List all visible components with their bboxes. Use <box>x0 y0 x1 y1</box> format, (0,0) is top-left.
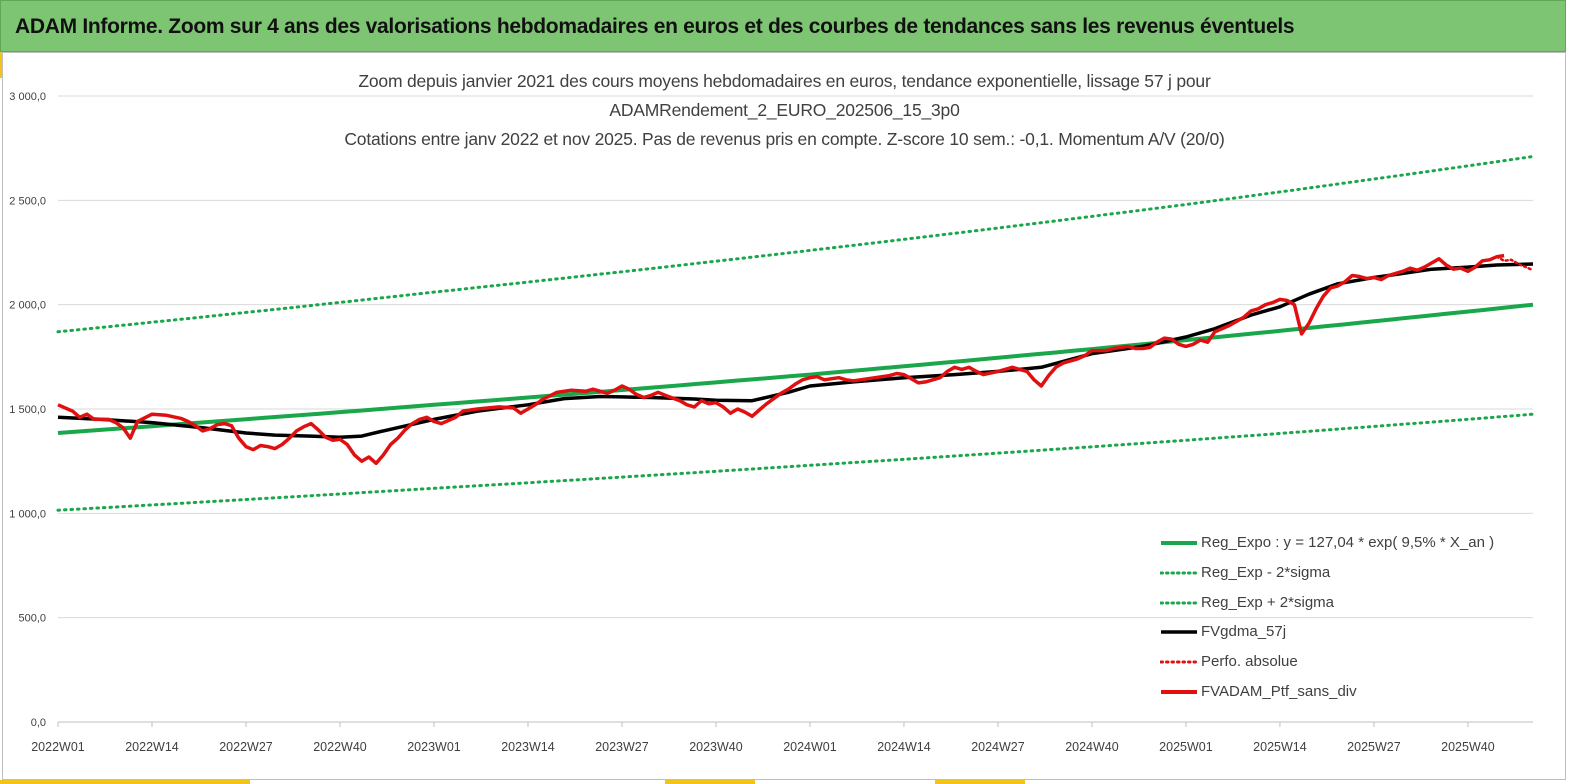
y-tick-label: 3 000,0 <box>9 91 46 103</box>
y-tick-label: 1 500,0 <box>9 404 46 416</box>
y-tick-label: 2 500,0 <box>9 195 46 207</box>
series-perfo-absolue <box>1495 255 1535 272</box>
x-tick-label: 2025W27 <box>1347 740 1401 754</box>
legend-item-fvgdma: FVgdma_57j <box>1160 623 1560 645</box>
series-reg-exp-minus-2sigma <box>56 412 1535 512</box>
accent-bar-bottom-right <box>935 780 1025 784</box>
chart-title-line-1: Zoom depuis janvier 2021 des cours moyen… <box>358 71 1211 91</box>
legend-item-perfo: Perfo. absolue <box>1160 653 1560 675</box>
chart-title-line-3: Cotations entre janv 2022 et nov 2025. P… <box>344 129 1225 149</box>
y-axis-ticks: 0,0 500,0 1 000,0 1 500,0 2 000,0 2 500,0 3 00… <box>9 91 46 729</box>
x-tick-label: 2023W01 <box>407 740 461 754</box>
legend-swatch <box>1160 660 1198 664</box>
accent-bar-bottom-left <box>0 780 250 784</box>
series-reg-expo <box>57 302 1534 435</box>
legend-label: Reg_Exp + 2*sigma <box>1201 593 1334 611</box>
series-reg-exp-plus-2sigma <box>56 155 1535 334</box>
x-tick-label: 2022W27 <box>219 740 273 754</box>
x-tick-label: 2024W14 <box>877 740 931 754</box>
x-axis-ticks: 2022W01 2022W14 2022W27 2022W40 2023W01 2023W… <box>31 722 1495 754</box>
series <box>56 155 1535 512</box>
x-tick-label: 2025W01 <box>1159 740 1213 754</box>
chart-title-line-2: ADAMRendement_2_EURO_202506_15_3p0 <box>609 100 960 120</box>
x-tick-label: 2023W40 <box>689 740 743 754</box>
series-fvgdma-57j <box>57 262 1534 439</box>
legend-swatch <box>1160 571 1198 575</box>
legend-item-sigma_plus: Reg_Exp + 2*sigma <box>1160 594 1560 616</box>
legend-swatch <box>1160 601 1198 605</box>
y-tick-label: 0,0 <box>31 717 46 729</box>
y-tick-label: 2 000,0 <box>9 300 46 312</box>
accent-bar-bottom-mid <box>665 780 755 784</box>
x-tick-label: 2024W40 <box>1065 740 1119 754</box>
legend-label: FVADAM_Ptf_sans_div <box>1201 683 1357 700</box>
report-banner: ADAM Informe. Zoom sur 4 ans des valoris… <box>0 0 1566 52</box>
x-tick-label: 2023W27 <box>595 740 649 754</box>
y-tick-label: 500,0 <box>18 613 46 625</box>
legend-item-reg_expo: Reg_Expo : y = 127,04 * exp( 9,5% * X_an… <box>1160 534 1560 556</box>
legend-swatch <box>1161 690 1197 694</box>
legend-label: Reg_Expo : y = 127,04 * exp( 9,5% * X_an… <box>1201 534 1495 551</box>
legend-label: FVgdma_57j <box>1201 623 1287 641</box>
y-tick-label: 1 000,0 <box>9 508 46 520</box>
x-tick-label: 2022W40 <box>313 740 367 754</box>
x-tick-label: 2024W01 <box>783 740 837 754</box>
report-title: ADAM Informe. Zoom sur 4 ans des valoris… <box>15 15 1295 38</box>
legend-label: Reg_Exp - 2*sigma <box>1201 563 1331 581</box>
x-tick-label: 2022W01 <box>31 740 85 754</box>
legend-label: Perfo. absolue <box>1201 653 1298 671</box>
legend-item-sigma_minus: Reg_Exp - 2*sigma <box>1160 564 1560 586</box>
legend-item-fvadam: FVADAM_Ptf_sans_div <box>1160 683 1560 705</box>
x-tick-label: 2025W14 <box>1253 740 1307 754</box>
x-tick-label: 2025W40 <box>1441 740 1495 754</box>
legend-swatch <box>1161 630 1197 635</box>
x-tick-label: 2024W27 <box>971 740 1025 754</box>
x-tick-label: 2023W14 <box>501 740 555 754</box>
series-fvadam-ptf-sans-div <box>57 253 1505 466</box>
x-tick-label: 2022W14 <box>125 740 179 754</box>
legend-swatch <box>1161 541 1197 545</box>
